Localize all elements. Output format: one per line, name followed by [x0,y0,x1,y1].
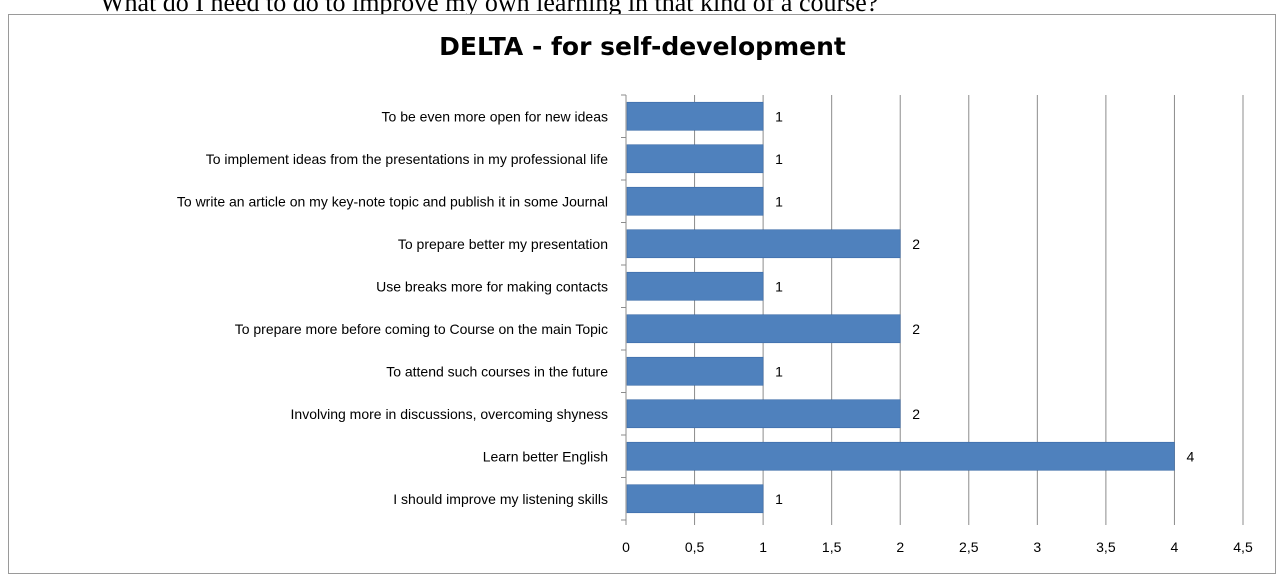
x-tick-label: 4,5 [1233,539,1253,555]
data-label: 1 [775,108,783,124]
data-label: 2 [912,236,920,252]
x-tick-label: 0 [622,539,630,555]
bar [626,101,764,131]
data-label: 1 [775,193,783,209]
page-heading: What do I need to do to improve my own l… [100,0,879,17]
category-label: To write an article on my key-note topic… [177,193,608,209]
bar [626,399,901,429]
x-tick-label: 1,5 [822,539,842,555]
category-label: Involving more in discussions, overcomin… [291,406,608,422]
bar [626,144,764,174]
bar [626,314,901,344]
category-label: To be even more open for new ideas [382,108,608,124]
data-label: 1 [775,363,783,379]
x-tick-label: 2,5 [959,539,979,555]
x-tick-label: 3,5 [1096,539,1116,555]
category-label: To attend such courses in the future [386,363,608,379]
data-label: 1 [775,491,783,507]
category-label: To prepare more before coming to Course … [235,321,608,337]
bar [626,229,901,259]
data-label: 2 [912,406,920,422]
data-label: 4 [1186,448,1194,464]
chart-title: DELTA - for self-development [439,32,846,61]
data-label: 2 [912,321,920,337]
bar [626,484,764,514]
bar [626,441,1175,471]
category-label: I should improve my listening skills [393,491,608,507]
data-label: 1 [775,151,783,167]
bar [626,356,764,386]
category-label: To prepare better my presentation [398,236,608,252]
bar [626,186,764,216]
x-tick-label: 3 [1033,539,1041,555]
x-tick-label: 1 [759,539,767,555]
category-label: Learn better English [483,448,608,464]
x-tick-label: 4 [1171,539,1179,555]
category-label: Use breaks more for making contacts [376,278,608,294]
x-tick-label: 2 [896,539,904,555]
data-label: 1 [775,278,783,294]
x-tick-label: 0,5 [685,539,705,555]
bar [626,271,764,301]
category-label: To implement ideas from the presentation… [206,151,609,167]
